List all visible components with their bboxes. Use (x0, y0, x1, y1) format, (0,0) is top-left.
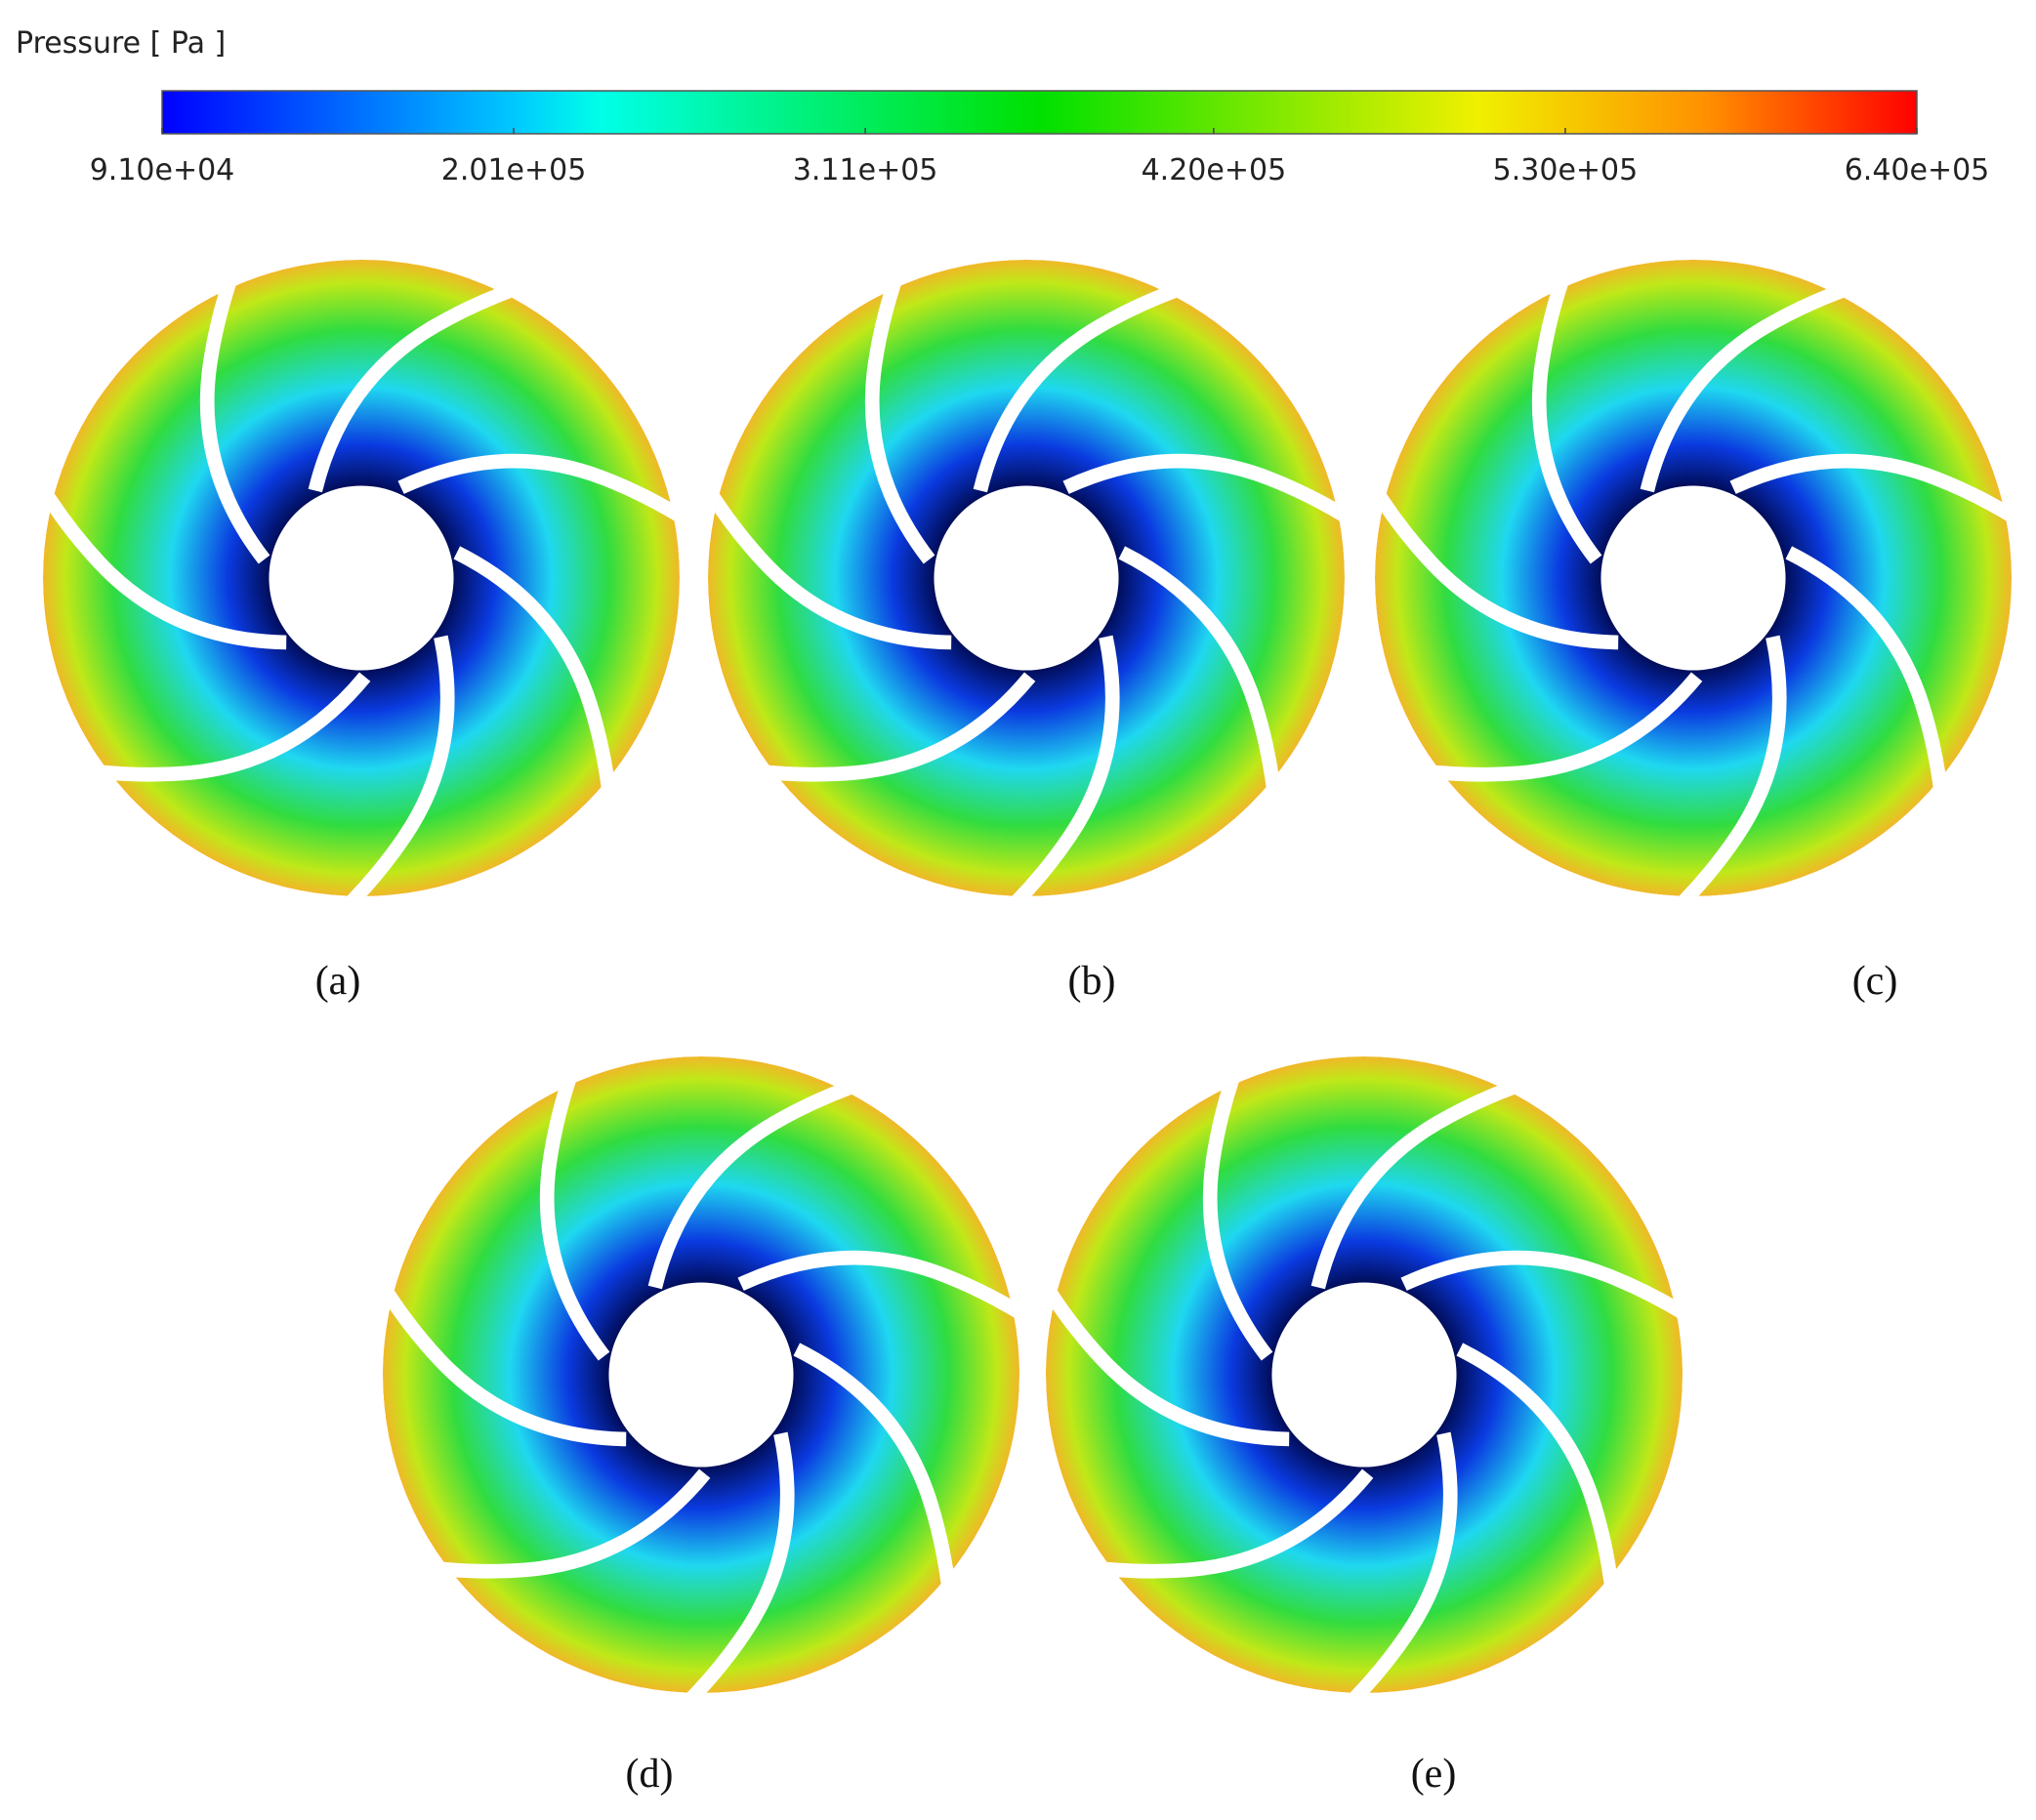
impeller-contour (961, 944, 1801, 1794)
panel-label: (b) (1068, 959, 1116, 1004)
colorbar-tick-label: 6.40e+05 (1845, 153, 1990, 187)
panel-label: (d) (626, 1752, 674, 1797)
colorbar (161, 90, 1918, 135)
colorbar-tick-label: 9.10e+04 (90, 153, 235, 187)
colorbar-tick-label: 2.01e+05 (441, 153, 587, 187)
colorbar-title: Pressure [ Pa ] (16, 26, 226, 61)
colorbar-tick-label: 3.11e+05 (793, 153, 938, 187)
impeller-contour (0, 147, 797, 997)
impeller-contour (298, 944, 1138, 1794)
colorbar-tick-label: 5.30e+05 (1493, 153, 1639, 187)
impeller-contour (623, 147, 1463, 997)
impeller-contour (1290, 147, 2036, 997)
panel-label: (a) (315, 959, 361, 1004)
colorbar-tick-label: 4.20e+05 (1142, 153, 1287, 187)
panel-label: (e) (1411, 1752, 1457, 1797)
panel-label: (c) (1852, 959, 1898, 1004)
